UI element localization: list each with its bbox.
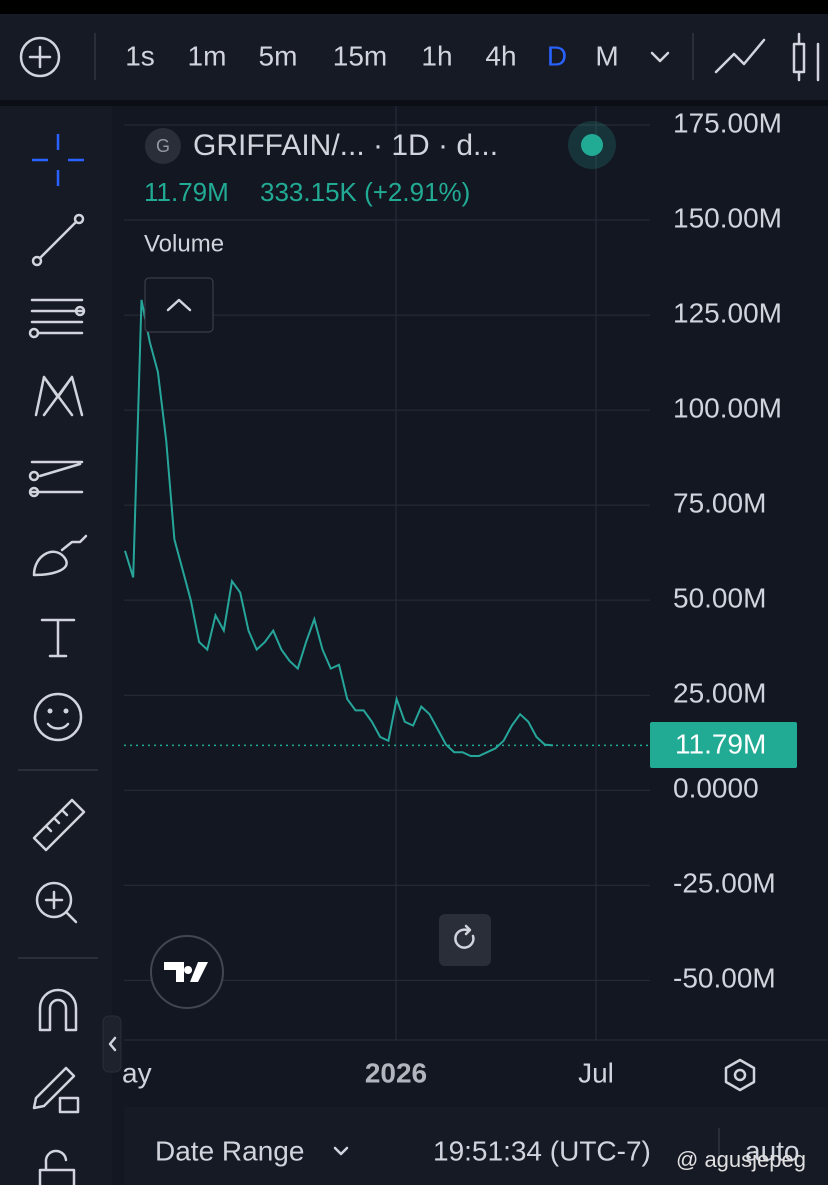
interval-button[interactable]: 1m (188, 40, 227, 71)
price-line (124, 299, 554, 757)
status-strip (0, 0, 828, 14)
ruler-tool[interactable] (32, 798, 86, 852)
legend-change: 333.15K (+2.91%) (260, 177, 470, 207)
interval-button[interactable]: 1s (125, 40, 155, 71)
interval-button[interactable]: 1h (421, 40, 452, 71)
y-tick-label: -25.00M (673, 868, 776, 899)
market-status[interactable] (581, 134, 603, 156)
fib-tool[interactable] (28, 298, 86, 339)
projection-tool[interactable] (28, 460, 84, 498)
trend-line-tool[interactable] (31, 213, 85, 267)
clock[interactable]: 19:51:34 (UTC-7) (433, 1135, 651, 1166)
chart-type-line[interactable] (714, 38, 766, 74)
y-tick-label: 0.0000 (673, 773, 759, 804)
chart-type-candles[interactable] (792, 32, 820, 82)
settings-button[interactable] (724, 1058, 756, 1092)
text-tool[interactable] (40, 618, 76, 658)
zoom-tool[interactable] (35, 881, 78, 924)
pattern-tool[interactable] (34, 375, 84, 417)
x-tick-label: Jul (578, 1057, 614, 1088)
y-tick-label: -50.00M (673, 963, 776, 994)
left-toolbar (0, 106, 112, 1185)
interval-button[interactable]: 4h (485, 40, 516, 71)
interval-button[interactable]: M (595, 40, 618, 71)
symbol-icon-bg (145, 128, 181, 164)
unlock-tool[interactable] (38, 1149, 76, 1185)
y-tick-label: 175.00M (673, 107, 782, 138)
y-tick-label: 150.00M (673, 202, 782, 233)
last-price-label: 11.79M (675, 728, 766, 759)
watermark: @ agusjepeg (676, 1147, 806, 1172)
brush-tool[interactable] (32, 534, 88, 577)
symbol-title[interactable]: GRIFFAIN/... · 1D · d... (193, 129, 498, 162)
y-tick-label: 25.00M (673, 678, 766, 709)
crosshair-tool[interactable] (32, 134, 84, 186)
x-tick-label: ay (122, 1057, 152, 1088)
x-tick-label: 2026 (365, 1057, 427, 1088)
divider (0, 100, 828, 106)
auto-scale-button[interactable]: auto (745, 1135, 800, 1166)
y-tick-label: 125.00M (673, 297, 782, 328)
more-intervals[interactable] (650, 51, 670, 63)
interval-button[interactable]: D (547, 40, 567, 71)
bottom-bar (124, 1107, 828, 1185)
date-range-button[interactable]: Date Range (155, 1135, 304, 1166)
add-button[interactable] (19, 36, 61, 78)
legend-price: 11.79M (144, 177, 229, 207)
symbol-icon: G (156, 136, 170, 156)
icon-tool[interactable] (33, 692, 83, 742)
top-toolbar (0, 14, 828, 100)
collapse-legend[interactable] (144, 277, 214, 333)
magnet-tool[interactable] (38, 988, 78, 1032)
indicator-name: Volume (144, 230, 224, 257)
interval-button[interactable]: 15m (333, 40, 387, 71)
tradingview-logo[interactable] (150, 935, 224, 1009)
interval-button[interactable]: 5m (259, 40, 298, 71)
y-tick-label: 75.00M (673, 488, 766, 519)
y-tick-label: 50.00M (673, 583, 766, 614)
collapse-toolbar[interactable] (102, 1015, 122, 1073)
last-price-tag (650, 722, 797, 768)
lock-drawing-tool[interactable] (32, 1066, 80, 1114)
reset-button[interactable] (439, 914, 491, 966)
y-tick-label: 100.00M (673, 393, 782, 424)
